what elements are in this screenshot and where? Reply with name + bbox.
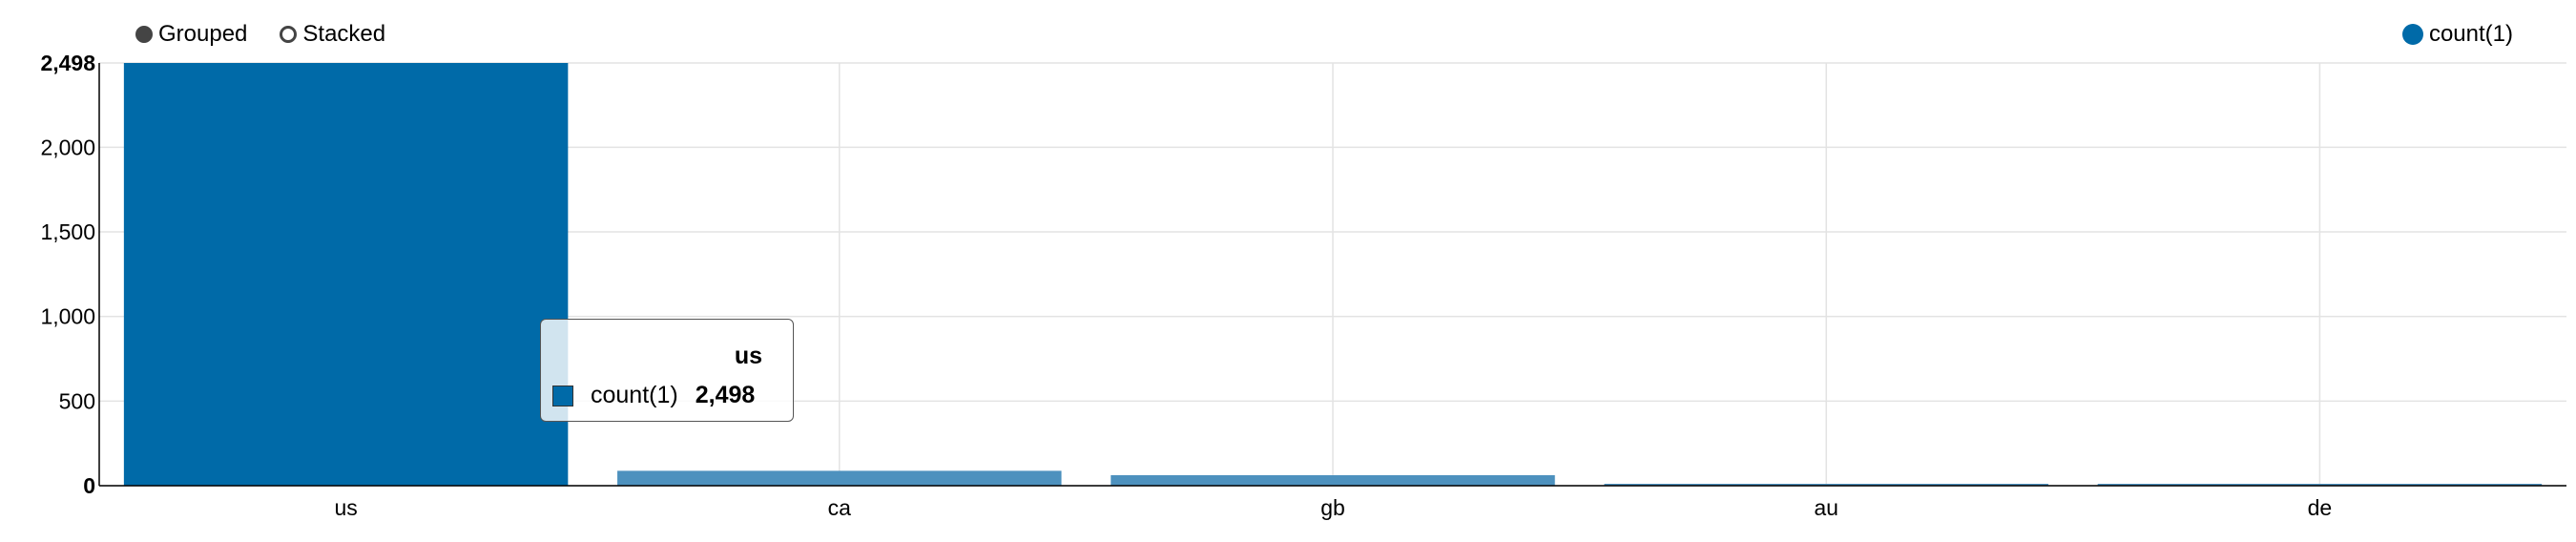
grouped-label: Grouped	[158, 21, 248, 47]
bar-ca	[617, 470, 1062, 486]
grouped-radio[interactable]: Grouped	[135, 21, 247, 48]
tooltip-swatch	[552, 385, 573, 406]
x-tick-label: us	[334, 495, 357, 520]
tooltip-series-label: count(1)	[591, 382, 678, 408]
tooltip: us count(1) 2,498	[540, 319, 794, 422]
legend-item-count[interactable]: count(1)	[2401, 17, 2513, 52]
bar-us	[123, 63, 569, 486]
x-tick-label: gb	[1320, 495, 1345, 520]
y-tick-label: 1,000	[40, 304, 95, 329]
bar-gb	[1111, 475, 1555, 486]
legend-label: count(1)	[2428, 21, 2513, 47]
chart-mode-controls: Grouped Stacked	[135, 17, 385, 52]
tooltip-title: us	[734, 343, 762, 369]
bar-layer	[123, 63, 2543, 486]
y-tick-label: 2,000	[40, 135, 95, 159]
bar-de	[2097, 484, 2543, 486]
legend-dot-icon	[2401, 24, 2423, 45]
bar-au	[1604, 484, 2048, 486]
x-tick-label: de	[2308, 495, 2333, 520]
radio-unselected-icon	[280, 26, 298, 43]
stacked-label: Stacked	[302, 21, 386, 47]
tooltip-value: 2,498	[695, 382, 756, 408]
y-tick-label: 500	[59, 388, 95, 413]
x-tick-label: au	[1814, 495, 1839, 520]
y-tick-label: 2,498	[40, 51, 95, 75]
stacked-radio[interactable]: Stacked	[280, 21, 385, 48]
x-tick-label: ca	[828, 495, 852, 520]
tooltip-row: count(1) 2,498	[552, 382, 762, 409]
y-tick-label: 1,500	[40, 219, 95, 244]
axis-layer: 0 500 1,000 1,500 2,000 2,498 us ca gb au de	[40, 51, 2566, 520]
radio-selected-icon	[135, 26, 153, 43]
y-tick-label: 0	[83, 473, 95, 498]
